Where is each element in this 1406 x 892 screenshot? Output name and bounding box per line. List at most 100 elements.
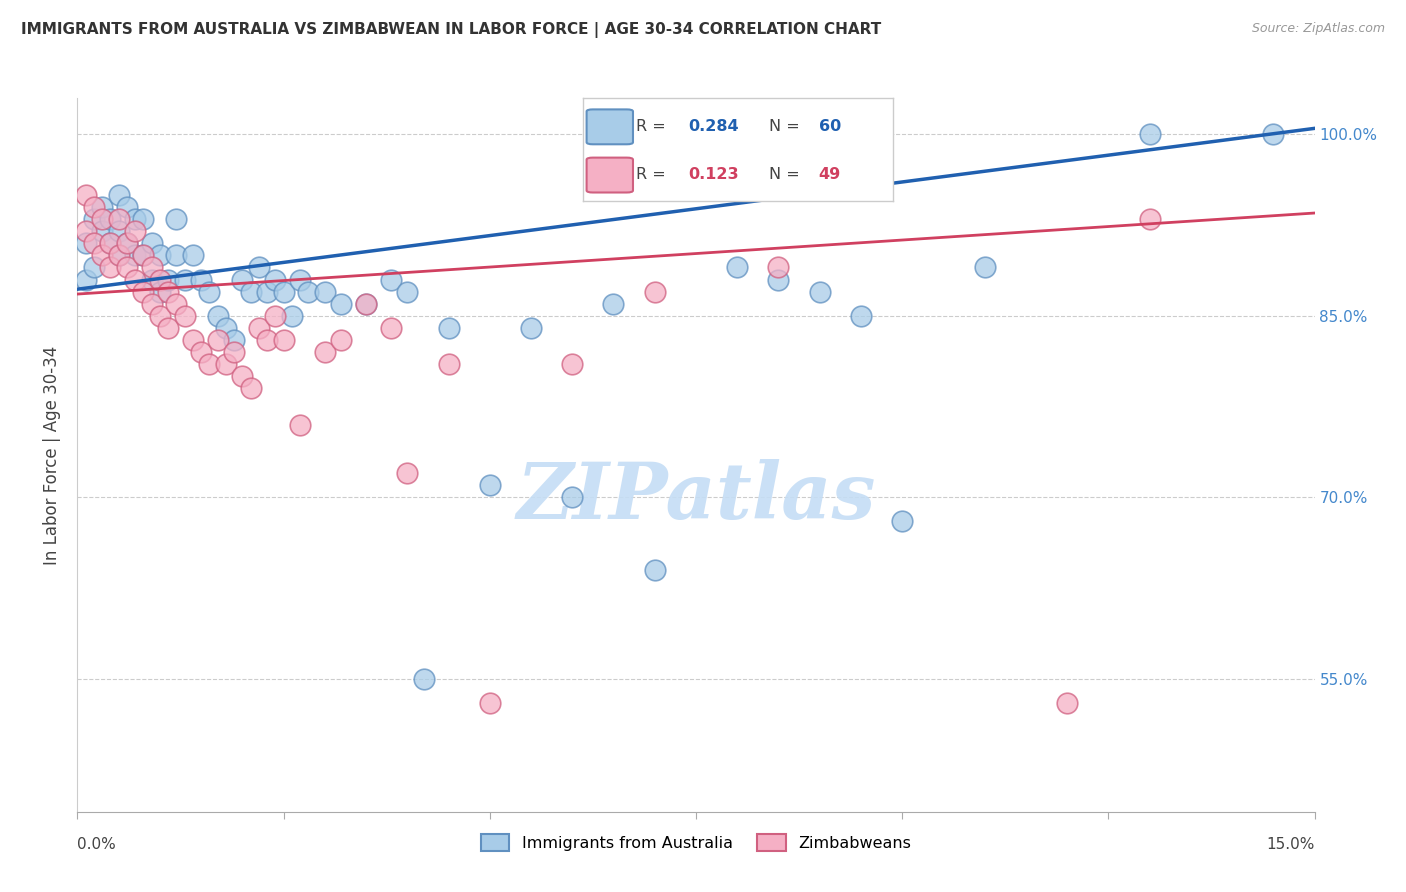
Point	[75, 187, 97, 202]
Point	[273, 333, 295, 347]
Point	[396, 285, 419, 299]
Point	[288, 272, 311, 286]
Point	[91, 200, 114, 214]
Point	[1263, 128, 1285, 142]
Point	[107, 224, 129, 238]
Point	[115, 236, 138, 251]
Point	[891, 515, 914, 529]
Point	[215, 321, 238, 335]
Point	[478, 696, 501, 710]
Point	[973, 260, 995, 275]
Text: 49: 49	[818, 167, 841, 182]
Point	[165, 248, 187, 262]
Y-axis label: In Labor Force | Age 30-34: In Labor Force | Age 30-34	[44, 345, 62, 565]
Point	[157, 285, 180, 299]
Point	[602, 297, 624, 311]
Point	[561, 357, 583, 371]
Text: 15.0%: 15.0%	[1267, 837, 1315, 852]
Point	[273, 285, 295, 299]
Point	[181, 248, 204, 262]
Point	[190, 345, 212, 359]
Text: R =: R =	[636, 167, 671, 182]
Point	[83, 212, 105, 227]
Point	[330, 297, 353, 311]
Point	[83, 236, 105, 251]
Point	[207, 333, 229, 347]
Point	[91, 212, 114, 227]
Point	[75, 236, 97, 251]
Point	[141, 272, 163, 286]
Point	[141, 260, 163, 275]
Point	[173, 309, 195, 323]
Point	[380, 321, 402, 335]
Point	[107, 248, 129, 262]
Point	[115, 200, 138, 214]
Point	[808, 285, 831, 299]
Text: R =: R =	[636, 120, 671, 135]
Text: 0.123: 0.123	[689, 167, 740, 182]
Text: Source: ZipAtlas.com: Source: ZipAtlas.com	[1251, 22, 1385, 36]
Text: 0.0%: 0.0%	[77, 837, 117, 852]
Point	[1139, 212, 1161, 227]
Point	[380, 272, 402, 286]
Point	[231, 272, 253, 286]
Point	[141, 297, 163, 311]
Point	[132, 248, 155, 262]
Point	[98, 260, 121, 275]
Point	[247, 321, 270, 335]
Point	[198, 285, 221, 299]
Point	[849, 309, 872, 323]
Point	[107, 248, 129, 262]
Point	[264, 309, 287, 323]
Point	[330, 333, 353, 347]
Point	[91, 224, 114, 238]
Point	[354, 297, 377, 311]
Point	[207, 309, 229, 323]
Point	[768, 260, 790, 275]
Point	[181, 333, 204, 347]
Point	[98, 236, 121, 251]
Point	[281, 309, 304, 323]
Point	[239, 285, 262, 299]
Text: ZIPatlas: ZIPatlas	[516, 459, 876, 536]
FancyBboxPatch shape	[586, 110, 633, 145]
Point	[132, 248, 155, 262]
Point	[247, 260, 270, 275]
Point	[520, 321, 543, 335]
Point	[149, 309, 172, 323]
Point	[149, 248, 172, 262]
Point	[437, 357, 460, 371]
Point	[75, 224, 97, 238]
Point	[132, 285, 155, 299]
Point	[115, 236, 138, 251]
Text: 60: 60	[818, 120, 841, 135]
FancyBboxPatch shape	[586, 158, 633, 193]
Point	[98, 236, 121, 251]
Point	[132, 212, 155, 227]
Point	[107, 187, 129, 202]
Legend: Immigrants from Australia, Zimbabweans: Immigrants from Australia, Zimbabweans	[474, 828, 918, 857]
Point	[149, 285, 172, 299]
Point	[768, 272, 790, 286]
Point	[264, 272, 287, 286]
Point	[157, 321, 180, 335]
Point	[222, 345, 245, 359]
Point	[239, 381, 262, 395]
Point	[165, 212, 187, 227]
Point	[256, 333, 278, 347]
Point	[288, 417, 311, 432]
Point	[478, 478, 501, 492]
Text: IMMIGRANTS FROM AUSTRALIA VS ZIMBABWEAN IN LABOR FORCE | AGE 30-34 CORRELATION C: IMMIGRANTS FROM AUSTRALIA VS ZIMBABWEAN …	[21, 22, 882, 38]
Point	[83, 260, 105, 275]
Point	[115, 260, 138, 275]
Point	[314, 345, 336, 359]
Point	[83, 200, 105, 214]
Text: N =: N =	[769, 167, 806, 182]
Point	[1056, 696, 1078, 710]
Point	[725, 260, 748, 275]
Point	[124, 272, 146, 286]
Point	[354, 297, 377, 311]
Point	[198, 357, 221, 371]
Point	[173, 272, 195, 286]
Text: 0.284: 0.284	[689, 120, 740, 135]
